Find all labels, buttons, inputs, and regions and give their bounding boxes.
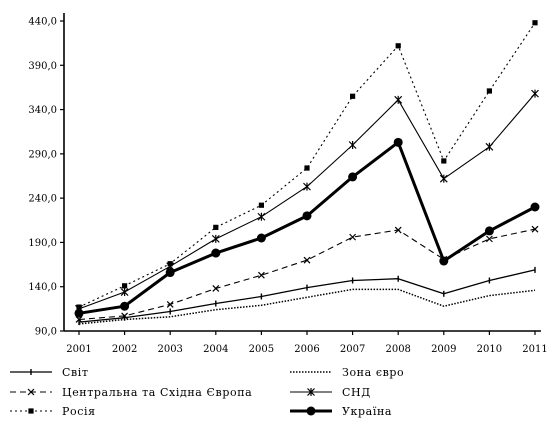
legend-label: Центральна та Східна Європа <box>62 386 252 399</box>
data-point <box>121 288 128 296</box>
data-point <box>439 257 448 266</box>
series-3 <box>76 226 538 322</box>
legend-item: СНД <box>290 386 371 399</box>
x-tick-label: 2010 <box>477 344 502 355</box>
legend-item: Росія <box>10 405 96 418</box>
data-point <box>394 138 403 147</box>
x-tick-label: 2005 <box>249 344 274 355</box>
series-line <box>79 23 535 307</box>
axes: 90,0 140,0 190,0 240,0 290,0 340,0 390,0 440,0 2… <box>28 13 547 355</box>
legend-marker <box>307 407 316 416</box>
y-tick-label: 390,0 <box>28 61 57 72</box>
data-point <box>304 165 309 170</box>
data-point <box>212 235 219 243</box>
data-point <box>122 283 127 288</box>
series-line <box>79 94 535 309</box>
data-point <box>395 96 402 104</box>
series-2 <box>79 289 535 324</box>
y-tick-label: 140,0 <box>28 282 57 293</box>
legend-label: СНД <box>342 386 371 399</box>
legend-item: Світ <box>10 366 89 379</box>
data-point <box>304 257 310 263</box>
legend-item: Україна <box>290 405 392 418</box>
y-tick-label: 290,0 <box>28 149 57 160</box>
y-tick-label: 90,0 <box>35 327 57 338</box>
x-tick-label: 2006 <box>294 344 319 355</box>
data-point <box>168 261 173 266</box>
legend-label: Україна <box>342 405 392 418</box>
y-tick-label: 340,0 <box>28 105 57 116</box>
data-point <box>532 90 539 98</box>
data-point <box>349 141 356 149</box>
data-point <box>396 43 401 48</box>
series-6 <box>75 138 540 318</box>
data-point <box>258 213 265 221</box>
x-tick-label: 2002 <box>112 344 137 355</box>
legend-item: Зона євро <box>290 366 404 379</box>
legend-item: Центральна та Східна Європа <box>10 386 252 399</box>
legend-marker <box>28 408 33 413</box>
x-tick-label: 2007 <box>340 344 365 355</box>
data-point <box>304 183 311 191</box>
data-point <box>303 211 312 220</box>
x-tick-label: 2001 <box>66 344 91 355</box>
data-point <box>258 272 264 278</box>
data-point <box>120 302 129 311</box>
legend-label: Світ <box>62 366 89 379</box>
data-point <box>487 88 492 93</box>
legend-label: Зона євро <box>342 366 404 379</box>
data-point <box>531 203 540 212</box>
data-point <box>486 143 493 151</box>
data-point <box>441 158 446 163</box>
data-point <box>350 94 355 99</box>
data-point <box>213 285 219 291</box>
legend-label: Росія <box>62 405 96 418</box>
x-tick-label: 2004 <box>203 344 228 355</box>
series-line <box>79 289 535 324</box>
data-point <box>259 203 264 208</box>
data-point <box>348 172 357 181</box>
data-point <box>75 309 84 318</box>
series-lines <box>75 20 540 325</box>
x-tick-label: 2009 <box>431 344 456 355</box>
x-tick-label: 2011 <box>522 344 547 355</box>
data-point <box>166 268 175 277</box>
series-1 <box>79 267 535 325</box>
y-tick-label: 440,0 <box>28 17 57 28</box>
data-point <box>350 234 356 240</box>
x-tick-label: 2003 <box>157 344 182 355</box>
data-point <box>211 249 220 258</box>
y-tick-label: 240,0 <box>28 194 57 205</box>
data-point <box>213 225 218 230</box>
y-tick-label: 190,0 <box>28 238 57 249</box>
legend: Світ Зона євро Центральна та Східна Європа… <box>10 366 404 418</box>
data-point <box>532 20 537 25</box>
data-point <box>257 234 266 243</box>
x-tick-label: 2008 <box>385 344 410 355</box>
series-5 <box>76 20 537 310</box>
series-line <box>79 270 535 322</box>
data-point <box>485 226 494 235</box>
data-point <box>440 175 447 183</box>
